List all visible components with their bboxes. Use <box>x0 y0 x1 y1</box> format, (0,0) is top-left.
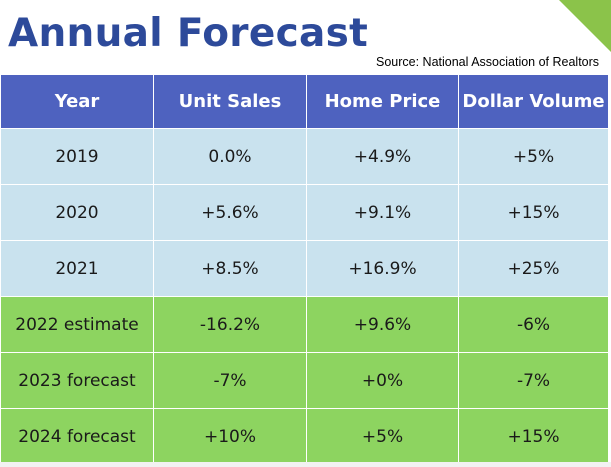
dollar-volume-cell: +5% <box>458 128 609 185</box>
table-row: 2024 forecast +10% +5% +15% <box>0 408 609 465</box>
home-price-cell: +9.6% <box>306 296 459 353</box>
year-cell: 2020 <box>0 184 154 241</box>
table-row: 2019 0.0% +4.9% +5% <box>0 128 609 185</box>
dollar-volume-cell: +15% <box>458 408 609 465</box>
home-price-cell: +5% <box>306 408 459 465</box>
year-cell: 2019 <box>0 128 154 185</box>
home-price-cell: +9.1% <box>306 184 459 241</box>
page-title: Annual Forecast <box>8 11 369 56</box>
header-unit-sales: Unit Sales <box>153 74 307 129</box>
dollar-volume-cell: -7% <box>458 352 609 409</box>
header-dollar-volume: Dollar Volume <box>458 74 609 129</box>
header-home-price: Home Price <box>306 74 459 129</box>
year-cell: 2024 forecast <box>0 408 154 465</box>
dollar-volume-cell: +15% <box>458 184 609 241</box>
unit-sales-cell: 0.0% <box>153 128 307 185</box>
bottom-strip <box>0 462 611 467</box>
source-note: Source: National Association of Realtors <box>376 55 600 69</box>
year-cell: 2022 estimate <box>0 296 154 353</box>
dollar-volume-cell: +25% <box>458 240 609 297</box>
table-row: 2022 estimate -16.2% +9.6% -6% <box>0 296 609 353</box>
year-cell: 2023 forecast <box>0 352 154 409</box>
home-price-cell: +4.9% <box>306 128 459 185</box>
table-row: 2020 +5.6% +9.1% +15% <box>0 184 609 241</box>
table-row: 2021 +8.5% +16.9% +25% <box>0 240 609 297</box>
table-header-row: Year Unit Sales Home Price Dollar Volume <box>0 74 609 129</box>
header-year: Year <box>0 74 154 129</box>
home-price-cell: +0% <box>306 352 459 409</box>
year-cell: 2021 <box>0 240 154 297</box>
dollar-volume-cell: -6% <box>458 296 609 353</box>
corner-accent <box>559 0 611 52</box>
table-row: 2023 forecast -7% +0% -7% <box>0 352 609 409</box>
unit-sales-cell: +5.6% <box>153 184 307 241</box>
home-price-cell: +16.9% <box>306 240 459 297</box>
unit-sales-cell: +10% <box>153 408 307 465</box>
unit-sales-cell: -16.2% <box>153 296 307 353</box>
forecast-table: Year Unit Sales Home Price Dollar Volume… <box>0 74 609 465</box>
unit-sales-cell: +8.5% <box>153 240 307 297</box>
unit-sales-cell: -7% <box>153 352 307 409</box>
